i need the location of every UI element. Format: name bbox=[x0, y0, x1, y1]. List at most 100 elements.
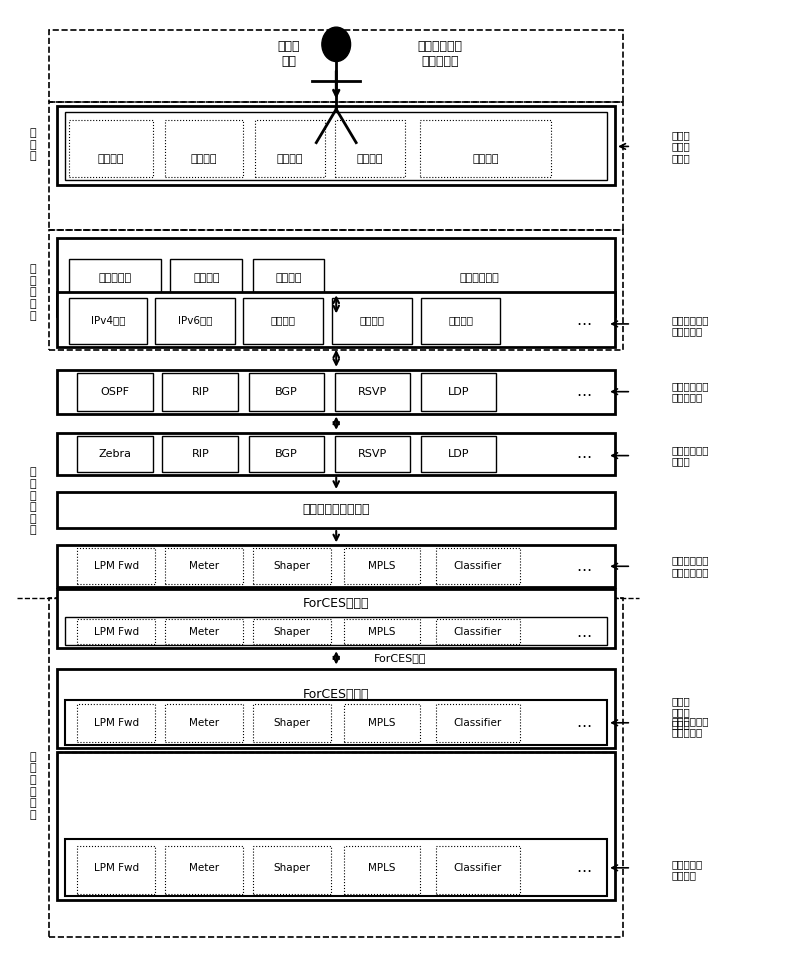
Bar bbox=[65, 112, 607, 180]
Text: 网络节
点中的
转发件: 网络节 点中的 转发件 bbox=[671, 696, 690, 729]
Text: 业务计费: 业务计费 bbox=[357, 154, 383, 164]
Text: RIP: RIP bbox=[191, 387, 209, 396]
Bar bbox=[57, 106, 615, 185]
Text: 接口服务: 接口服务 bbox=[448, 315, 473, 325]
Text: Classifier: Classifier bbox=[454, 718, 502, 727]
Bar bbox=[165, 548, 243, 585]
Text: 业
务
层: 业 务 层 bbox=[30, 128, 37, 161]
Text: …: … bbox=[576, 384, 591, 399]
Bar bbox=[420, 120, 551, 177]
Bar bbox=[421, 372, 497, 411]
Text: BGP: BGP bbox=[275, 449, 298, 458]
Text: Shaper: Shaper bbox=[273, 562, 310, 571]
Bar bbox=[436, 846, 519, 894]
Bar bbox=[436, 619, 519, 643]
Bar bbox=[69, 120, 153, 177]
Bar bbox=[77, 372, 153, 411]
Bar bbox=[65, 700, 607, 745]
Bar bbox=[57, 293, 615, 346]
Text: 控
制
件
管
理
层: 控 制 件 管 理 层 bbox=[30, 467, 37, 535]
Bar bbox=[50, 598, 623, 937]
Text: ForCES中间件: ForCES中间件 bbox=[303, 597, 370, 610]
Text: 转发件中逻辑
功能块的映射: 转发件中逻辑 功能块的映射 bbox=[671, 555, 709, 577]
Text: MPLS: MPLS bbox=[368, 562, 396, 571]
Bar bbox=[334, 372, 410, 411]
Bar bbox=[253, 846, 330, 894]
Bar bbox=[249, 372, 324, 411]
Bar bbox=[165, 703, 243, 742]
Bar bbox=[57, 369, 615, 413]
Text: LDP: LDP bbox=[448, 387, 470, 396]
Bar bbox=[165, 120, 243, 177]
Text: MPLS: MPLS bbox=[368, 718, 396, 727]
Bar bbox=[344, 548, 420, 585]
Text: Meter: Meter bbox=[189, 562, 219, 571]
Text: Zebra: Zebra bbox=[98, 449, 131, 458]
Bar bbox=[155, 299, 235, 344]
Bar bbox=[255, 120, 325, 177]
Text: 控制件中逻辑
服务块实例: 控制件中逻辑 服务块实例 bbox=[671, 315, 709, 337]
Bar bbox=[57, 545, 615, 588]
Text: 服务管理单元: 服务管理单元 bbox=[460, 273, 499, 283]
Text: 业务接入: 业务接入 bbox=[98, 154, 124, 164]
Bar bbox=[50, 30, 623, 101]
Text: ForCES通道: ForCES通道 bbox=[374, 653, 426, 663]
Text: RSVP: RSVP bbox=[358, 387, 387, 396]
Bar bbox=[170, 259, 242, 313]
Text: 承载网构建: 承载网构建 bbox=[98, 273, 131, 283]
Text: RIP: RIP bbox=[191, 449, 209, 458]
Text: 转发件中软
硬件资源: 转发件中软 硬件资源 bbox=[671, 859, 702, 880]
Text: LDP: LDP bbox=[448, 449, 470, 458]
Text: 业务管理: 业务管理 bbox=[473, 154, 499, 164]
Bar bbox=[436, 548, 519, 585]
Bar bbox=[332, 299, 412, 344]
Bar bbox=[249, 435, 324, 472]
Text: 服
务
管
理
层: 服 务 管 理 层 bbox=[30, 264, 37, 321]
Text: 转发件中逻辑
功能块实例: 转发件中逻辑 功能块实例 bbox=[671, 716, 709, 738]
Bar bbox=[69, 259, 161, 313]
Text: 服务管理: 服务管理 bbox=[275, 273, 302, 283]
Bar bbox=[77, 435, 153, 472]
Bar bbox=[253, 548, 330, 585]
Text: IPv4服务: IPv4服务 bbox=[91, 315, 126, 325]
Bar bbox=[77, 619, 155, 643]
Text: Classifier: Classifier bbox=[454, 627, 502, 637]
Bar bbox=[77, 548, 155, 585]
Bar bbox=[57, 492, 615, 528]
Text: 组播服务: 组播服务 bbox=[359, 315, 385, 325]
Text: …: … bbox=[576, 559, 591, 574]
Text: LPM Fwd: LPM Fwd bbox=[94, 562, 138, 571]
Text: …: … bbox=[576, 313, 591, 327]
Bar bbox=[165, 619, 243, 643]
Text: 控制件中逻辑
功能块实例: 控制件中逻辑 功能块实例 bbox=[671, 381, 709, 403]
Text: Shaper: Shaper bbox=[273, 718, 310, 727]
Text: BGP: BGP bbox=[275, 387, 298, 396]
Text: RSVP: RSVP bbox=[358, 449, 387, 458]
Text: …: … bbox=[576, 860, 591, 876]
Bar bbox=[243, 299, 322, 344]
Text: 业务管
理员: 业务管 理员 bbox=[277, 40, 300, 68]
Bar bbox=[334, 120, 405, 177]
Text: 业务保障: 业务保障 bbox=[190, 154, 217, 164]
Bar bbox=[50, 101, 623, 231]
Text: 网络节
点中的
控制件: 网络节 点中的 控制件 bbox=[671, 130, 690, 163]
Bar bbox=[436, 703, 519, 742]
Text: 转
发
件
管
理
层: 转 发 件 管 理 层 bbox=[30, 752, 37, 820]
Bar bbox=[253, 703, 330, 742]
Bar bbox=[65, 617, 607, 645]
Text: MPLS: MPLS bbox=[368, 863, 396, 873]
Bar bbox=[165, 846, 243, 894]
Text: ForCES中间件: ForCES中间件 bbox=[303, 688, 370, 701]
Text: Meter: Meter bbox=[189, 863, 219, 873]
Text: OSPF: OSPF bbox=[101, 387, 130, 396]
Text: Meter: Meter bbox=[189, 718, 219, 727]
Bar bbox=[334, 435, 410, 472]
Bar bbox=[57, 752, 615, 901]
Bar bbox=[344, 846, 420, 894]
Text: MPLS: MPLS bbox=[368, 627, 396, 637]
Bar bbox=[57, 669, 615, 747]
Bar bbox=[50, 231, 623, 349]
Text: 服务映射: 服务映射 bbox=[193, 273, 219, 283]
Bar bbox=[253, 619, 330, 643]
Text: LPM Fwd: LPM Fwd bbox=[94, 863, 138, 873]
